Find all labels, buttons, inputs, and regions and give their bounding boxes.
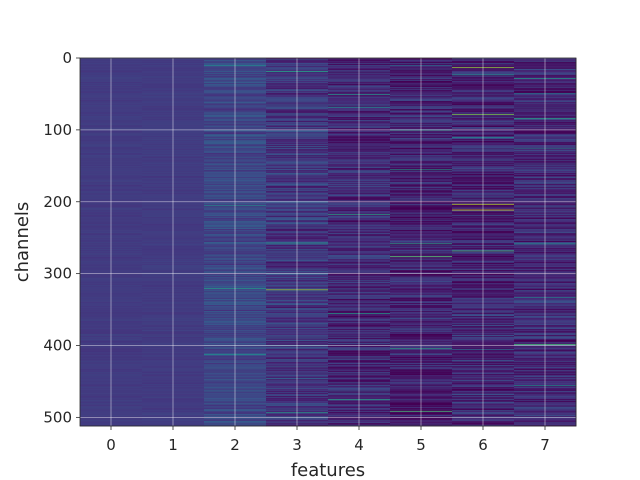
x-tick-label: 7 — [540, 436, 550, 454]
x-axis-label: features — [291, 460, 365, 480]
y-axis-label: channels — [12, 202, 33, 283]
x-tick-label: 4 — [354, 436, 364, 454]
y-tick-label: 300 — [43, 265, 72, 283]
y-tick-label: 400 — [43, 337, 72, 355]
y-tick-label: 0 — [62, 49, 72, 67]
x-tick-label: 2 — [230, 436, 240, 454]
y-axis: 0 100 200 300 400 500 — [43, 49, 80, 426]
y-tick-label: 500 — [43, 408, 72, 426]
plot-frame — [79, 57, 577, 427]
x-tick-label: 3 — [292, 436, 302, 454]
x-tick-label: 5 — [416, 436, 426, 454]
x-tick-label: 1 — [168, 436, 178, 454]
x-axis: 0 1 2 3 4 5 6 7 — [106, 426, 550, 454]
y-tick-label: 100 — [43, 121, 72, 139]
plot-area — [80, 58, 577, 427]
y-tick-label: 200 — [43, 193, 72, 211]
x-tick-label: 6 — [478, 436, 488, 454]
x-tick-label: 0 — [106, 436, 116, 454]
